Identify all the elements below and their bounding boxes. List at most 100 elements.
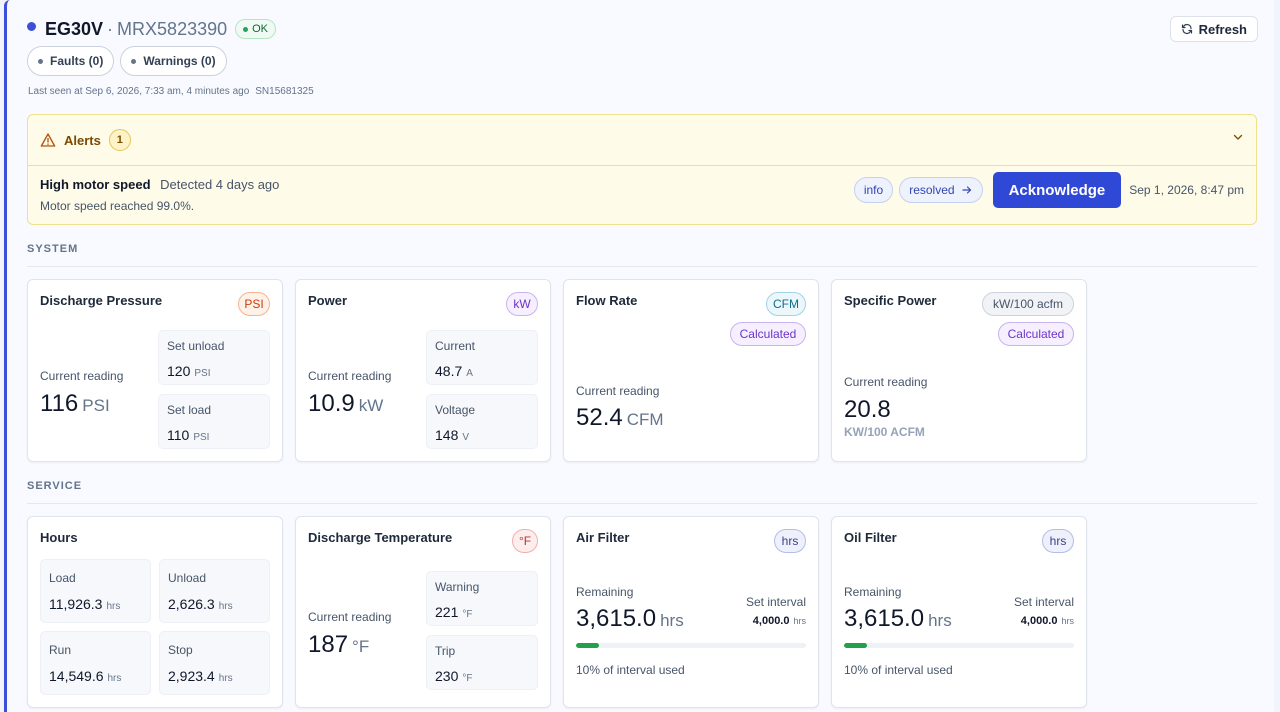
- run-value: 14,549.6 hrs: [49, 668, 121, 684]
- refresh-button[interactable]: Refresh: [1169, 16, 1258, 42]
- run-label: Run: [49, 643, 72, 657]
- interval-unit: hrs: [1061, 616, 1074, 626]
- current-reading-label: Current reading: [576, 384, 660, 398]
- remaining-unit: hrs: [660, 611, 684, 630]
- card-title: Oil Filter: [844, 530, 897, 545]
- resolved-badge-label: resolved: [909, 183, 955, 197]
- calculated-badge: Calculated: [730, 322, 806, 346]
- acknowledge-button[interactable]: Acknowledge: [992, 172, 1122, 208]
- reading-value: 116: [40, 390, 79, 417]
- alert-detected: Detected 4 days ago: [160, 177, 280, 192]
- faults-chip[interactable]: Faults (0): [27, 46, 115, 76]
- run-hours-box: Run 14,549.6 hrs: [40, 631, 151, 695]
- remaining-unit: hrs: [928, 611, 952, 630]
- unload-label: Unload: [168, 571, 207, 585]
- alerts-panel: Alerts 1 High motor speed Detected 4 day…: [27, 114, 1257, 225]
- trip-box: Trip 230 °F: [426, 635, 538, 690]
- device-panel: EG30V · MRX5823390 OK Refresh Faults (0)…: [4, 0, 1274, 712]
- interval-value: 4,000.0 hrs: [1021, 615, 1074, 627]
- unit-badge: hrs: [774, 529, 806, 553]
- trip-value: 230 °F: [435, 668, 472, 684]
- set-load-number: 110: [167, 427, 190, 443]
- alerts-count-badge: 1: [108, 129, 131, 151]
- oil-filter-card: Oil Filter hrs Remaining 3,615.0 hrs Set …: [831, 516, 1087, 708]
- refresh-label: Refresh: [1198, 21, 1247, 37]
- severity-badge-label: info: [863, 183, 884, 197]
- interval-value: 4,000.0 hrs: [753, 615, 806, 627]
- warnings-dot-icon: [131, 58, 137, 64]
- current-reading-value: 10.9 kW: [308, 390, 383, 418]
- severity-badge: info: [853, 177, 894, 203]
- unit-badge: PSI: [238, 292, 270, 316]
- alert-message: Motor speed reached 99.0%.: [40, 199, 195, 213]
- ok-dot-icon: [243, 26, 249, 32]
- reading-unit: CFM: [626, 410, 664, 429]
- interval-label: Set interval: [745, 595, 806, 609]
- load-unit: hrs: [106, 601, 121, 612]
- alert-item-title: High motor speed Detected 4 days ago: [40, 177, 279, 192]
- card-title: Hours: [40, 530, 78, 545]
- set-load-unit: PSI: [193, 432, 210, 443]
- set-unload-box: Set unload 120 PSI: [158, 330, 270, 385]
- unit-badge: hrs: [1042, 529, 1074, 553]
- current-box: Current 48.7 A: [426, 330, 538, 385]
- warning-unit: °F: [462, 609, 473, 620]
- reading-value: 187: [308, 631, 349, 658]
- card-title: Flow Rate: [576, 293, 638, 308]
- remaining-value: 3,615.0 hrs: [576, 605, 684, 633]
- card-title: Discharge Pressure: [40, 293, 163, 308]
- title-separator: ·: [107, 18, 114, 39]
- remaining-label: Remaining: [844, 585, 902, 599]
- status-badge-label: OK: [252, 23, 269, 35]
- warnings-chip[interactable]: Warnings (0): [120, 46, 227, 76]
- current-reading-label: Current reading: [40, 369, 124, 383]
- trip-label: Trip: [435, 644, 456, 658]
- status-badge: OK: [235, 19, 277, 39]
- warning-number: 221: [435, 604, 459, 620]
- warnings-chip-label: Warnings (0): [143, 54, 216, 68]
- voltage-value: 148 V: [435, 427, 469, 443]
- unit-badge: kW/100 acfm: [982, 292, 1074, 316]
- chevron-down-icon[interactable]: [1232, 131, 1244, 143]
- remaining-number: 3,615.0: [576, 605, 657, 632]
- calculated-badge: Calculated: [998, 322, 1074, 346]
- load-label: Load: [49, 571, 76, 585]
- hours-card: Hours Load 11,926.3 hrs Unload 2,626.3 hrs…: [27, 516, 283, 708]
- current-reading-value: 116 PSI: [40, 390, 110, 418]
- device-sn: SN15681325: [255, 86, 314, 97]
- alert-actions: info resolved Acknowledge Sep 1, 2026, 8…: [853, 172, 1244, 208]
- resolved-badge[interactable]: resolved: [899, 177, 983, 203]
- reading-value: 52.4: [576, 404, 623, 431]
- reading-unit: KW/100 ACFM: [844, 425, 925, 439]
- interval-used-text: 10% of interval used: [844, 663, 953, 677]
- alert-time: Sep 1, 2026, 8:47 pm: [1129, 183, 1244, 197]
- current-reading-value: 187 °F: [308, 631, 369, 659]
- system-divider: [27, 266, 1257, 267]
- load-value: 11,926.3 hrs: [49, 596, 120, 612]
- alerts-title: Alerts: [64, 132, 101, 148]
- flow-rate-card: Flow Rate CFM Calculated Current reading…: [563, 279, 819, 462]
- interval-unit: hrs: [793, 616, 806, 626]
- load-number: 11,926.3: [49, 596, 103, 612]
- device-model: EG30V: [45, 18, 104, 39]
- reading-value: 10.9: [308, 390, 355, 417]
- card-title: Discharge Temperature: [308, 530, 453, 545]
- interval-label: Set interval: [1013, 595, 1074, 609]
- remaining-number: 3,615.0: [844, 605, 925, 632]
- last-seen: Last seen at Sep 6, 2026, 7:33 am, 4 min…: [28, 86, 314, 97]
- alerts-divider: [28, 165, 1256, 166]
- current-reading-value: 52.4 CFM: [576, 404, 664, 432]
- status-chips: Faults (0) Warnings (0): [27, 46, 227, 76]
- alerts-header[interactable]: Alerts 1: [40, 127, 131, 153]
- set-unload-number: 120: [167, 363, 191, 379]
- interval-progress-bar: [576, 643, 806, 648]
- progress-fill: [844, 643, 867, 648]
- voltage-unit: V: [462, 432, 470, 443]
- run-number: 14,549.6: [49, 668, 104, 684]
- refresh-icon: [1181, 23, 1192, 35]
- system-section-label: SYSTEM: [27, 243, 79, 255]
- voltage-label: Voltage: [435, 403, 476, 417]
- voltage-number: 148: [435, 427, 459, 443]
- alert-name: High motor speed: [40, 177, 151, 192]
- set-unload-unit: PSI: [194, 368, 211, 379]
